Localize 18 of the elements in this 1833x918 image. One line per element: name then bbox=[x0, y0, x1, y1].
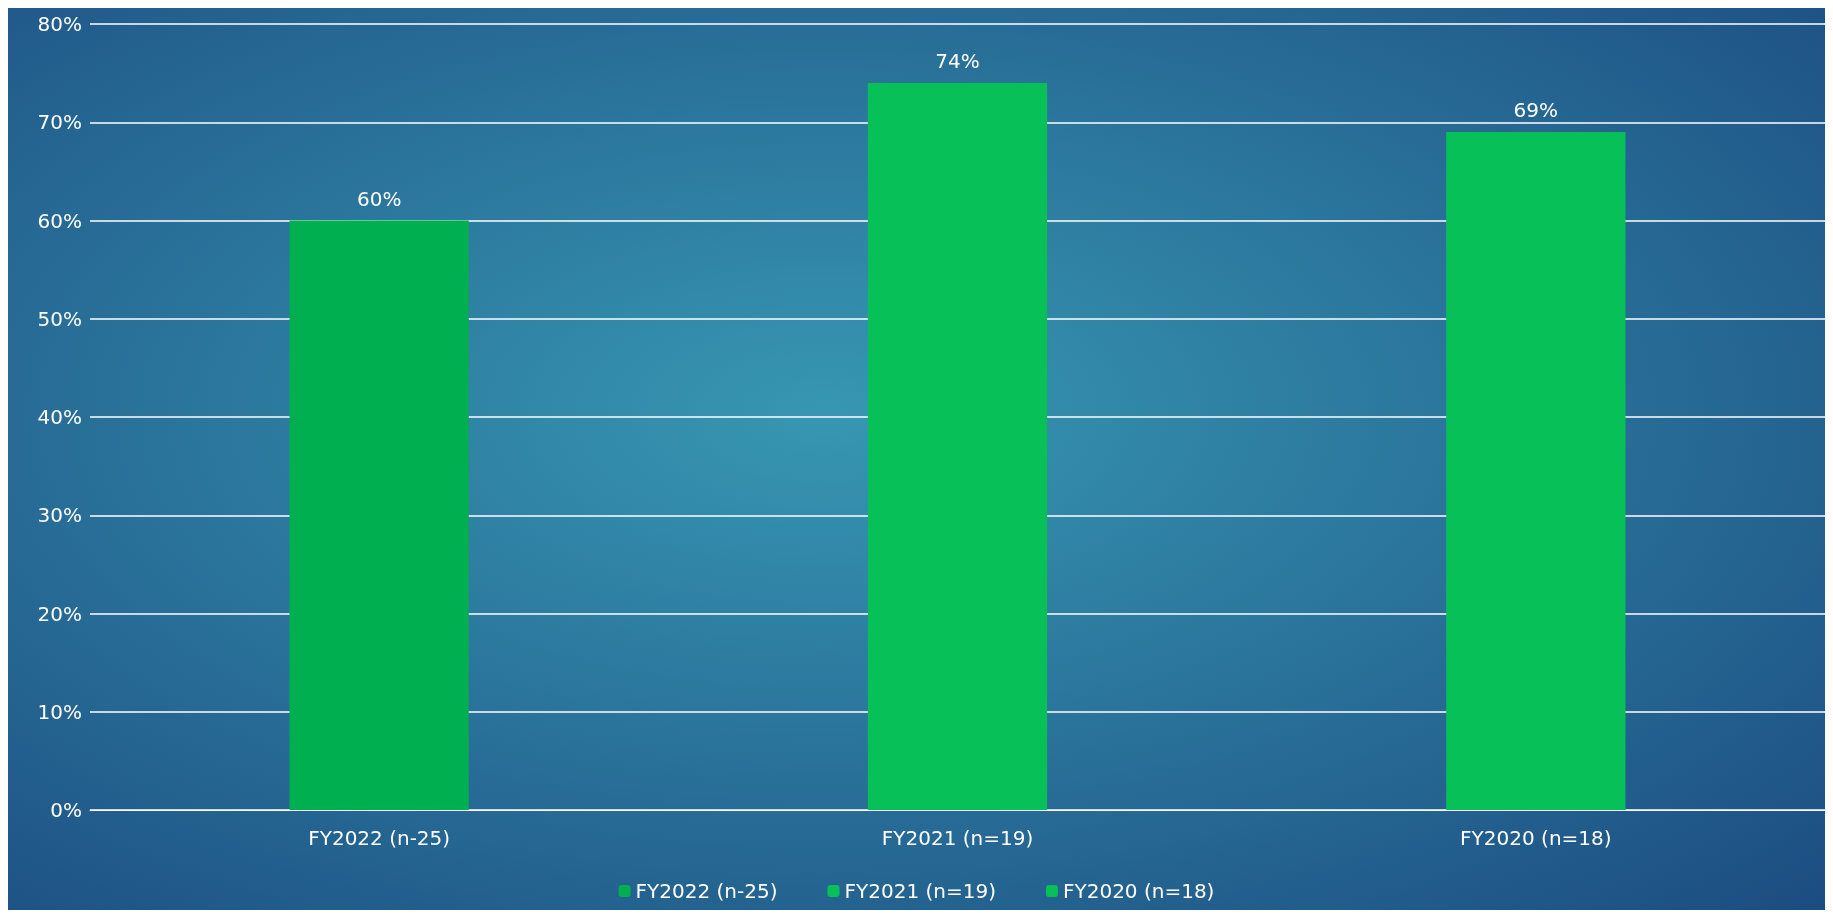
y-tick-label: 70% bbox=[37, 110, 82, 135]
legend-label: FY2021 (n=19) bbox=[844, 879, 996, 903]
x-tick-label: FY2021 (n=19) bbox=[881, 826, 1034, 850]
legend-label: FY2020 (n=18) bbox=[1062, 879, 1215, 903]
y-tick-label: 80% bbox=[37, 12, 82, 36]
y-tick-label: 50% bbox=[37, 306, 82, 331]
x-tick-label: FY2022 (n-25) bbox=[308, 826, 451, 850]
data-label: 74% bbox=[935, 48, 980, 73]
data-label: 69% bbox=[1513, 98, 1559, 123]
y-tick-label: 10% bbox=[37, 699, 82, 724]
data-label: 60% bbox=[356, 186, 402, 211]
x-tick-label: FY2020 (n=18) bbox=[1460, 826, 1612, 850]
y-tick-label: 30% bbox=[37, 503, 82, 528]
y-tick-label: 0% bbox=[50, 798, 82, 822]
y-tick-label: 20% bbox=[37, 601, 82, 626]
legend-label: FY2022 (n-25) bbox=[635, 879, 778, 903]
y-tick-label: 40% bbox=[37, 405, 82, 429]
y-tick-label: 60% bbox=[37, 208, 82, 233]
